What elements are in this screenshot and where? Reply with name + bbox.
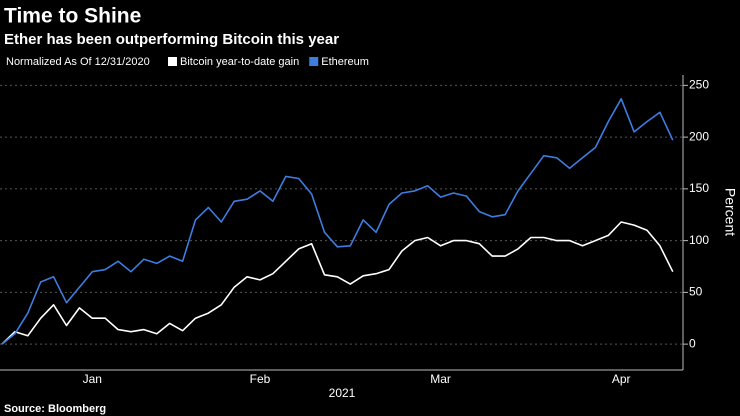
y-tick-label: 0 [689, 336, 696, 350]
note: Normalized As Of 12/31/2020 [6, 56, 150, 68]
source: Source: Bloomberg [4, 403, 106, 415]
series-line [1, 98, 674, 345]
chart-title: Time to Shine [4, 5, 141, 28]
y-tick-label: 50 [689, 285, 703, 299]
x-axis-label: 2021 [329, 386, 356, 400]
y-tick-label: 200 [689, 129, 709, 143]
legend-label: Ethereum [321, 56, 369, 68]
y-tick-label: 100 [689, 233, 709, 247]
legend-swatch [168, 57, 177, 66]
y-tick-label: 250 [689, 78, 709, 92]
legend-swatch [309, 57, 319, 66]
legend-label: Bitcoin year-to-date gain [180, 56, 299, 68]
y-axis-label: Percent [722, 188, 738, 236]
series-line [1, 221, 674, 345]
y-tick-label: 150 [689, 181, 709, 195]
x-tick-label: Feb [250, 372, 271, 386]
x-tick-label: Mar [430, 372, 451, 386]
x-tick-label: Jan [83, 372, 102, 386]
chart-subtitle: Ether has been outperforming Bitcoin thi… [4, 31, 339, 48]
x-tick-label: Apr [612, 372, 631, 386]
